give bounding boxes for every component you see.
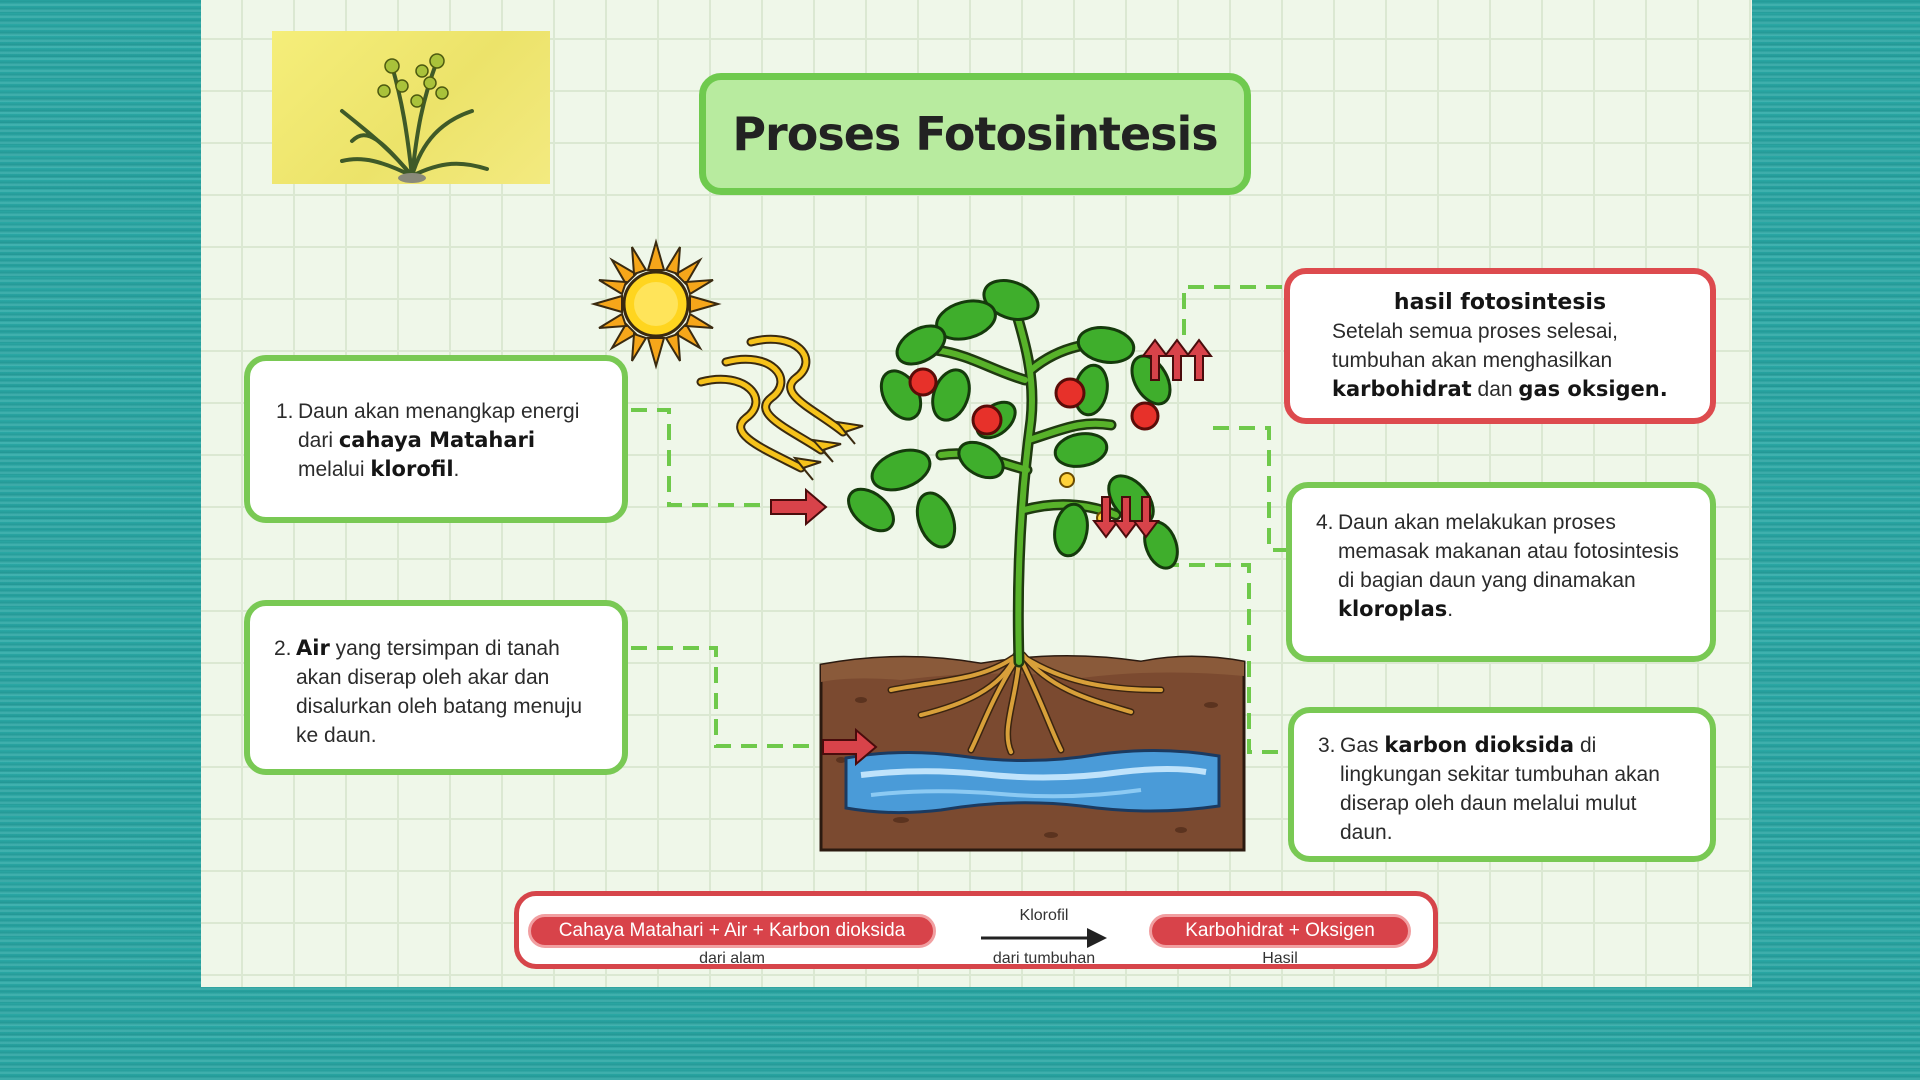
formula-bar: Cahaya Matahari + Air + Karbon dioksida … — [514, 891, 1438, 969]
step-2-card: 2. Air yang tersimpan di tanah akan dise… — [244, 600, 628, 775]
tomato-plant-illustration — [847, 279, 1179, 668]
result-card: hasil fotosintesis Setelah semua proses … — [1284, 268, 1716, 424]
title-banner: Proses Fotosintesis — [699, 73, 1251, 195]
step-3-card: 3. Gas karbon dioksida di lingkungan sek… — [1288, 707, 1716, 862]
step-1-card: 1. Daun akan menangkap energi dari cahay… — [244, 355, 628, 523]
result-text: Setelah semua proses selesai, tumbuhan a… — [1332, 320, 1668, 401]
slide: Proses Fotosintesis 1. Daun akan menangk… — [201, 0, 1752, 987]
step-1-text: Daun akan menangkap energi dari cahaya M… — [298, 400, 580, 481]
step-4-text: Daun akan melakukan proses memasak makan… — [1338, 511, 1679, 621]
step-2-text: Air yang tersimpan di tanah akan diserap… — [296, 636, 583, 747]
step-number: 2. — [274, 637, 292, 660]
arrow-right-icon — [981, 928, 1107, 948]
sun-icon — [590, 238, 722, 370]
groundwater-icon — [844, 748, 1221, 815]
connector-lines — [631, 285, 1288, 754]
formula-outputs-label: Hasil — [1262, 950, 1298, 967]
sunlight-rays-icon — [696, 334, 864, 481]
formula-outputs: Karbohidrat + Oksigen — [1149, 914, 1411, 948]
photosynthesis-diagram — [590, 238, 1288, 852]
formula-arrow-label: Klorofil — [1019, 907, 1069, 924]
arrow-up-icon — [1141, 338, 1213, 381]
step-number: 1. — [276, 400, 294, 423]
step-number: 3. — [1318, 734, 1336, 757]
step-3-text: Gas karbon dioksida di lingkungan sekita… — [1340, 733, 1660, 844]
orchid-plant-photo — [272, 31, 550, 184]
step-4-card: 4. Daun akan melakukan proses memasak ma… — [1286, 482, 1716, 662]
arrow-right-icon — [770, 487, 878, 767]
result-title: hasil fotosintesis — [1393, 290, 1607, 315]
formula-inputs-label: dari alam — [699, 950, 765, 967]
formula-arrow-sublabel: dari tumbuhan — [992, 950, 1096, 967]
page-title: Proses Fotosintesis — [732, 107, 1218, 161]
formula-inputs: Cahaya Matahari + Air + Karbon dioksida — [528, 914, 936, 948]
arrow-down-icon — [1092, 496, 1160, 539]
step-number: 4. — [1316, 511, 1334, 534]
